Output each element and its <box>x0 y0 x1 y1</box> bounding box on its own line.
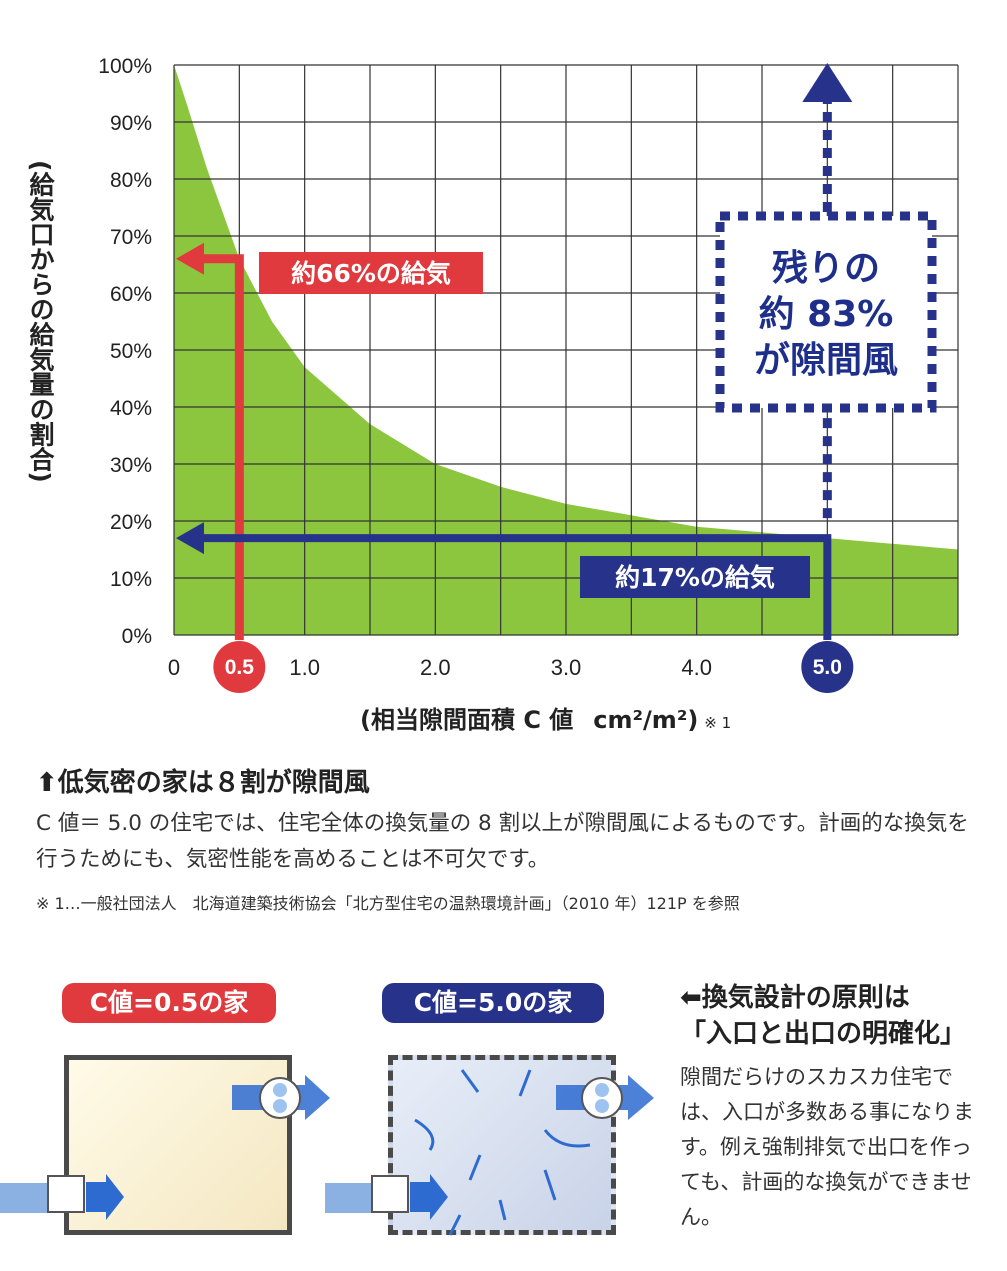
y-tick-label: 70% <box>110 226 152 249</box>
fan-blade-icon <box>273 1099 287 1113</box>
leak-arrow <box>460 1069 480 1093</box>
x-tick-label: 5.0 <box>813 656 842 679</box>
fan-blade-icon <box>273 1083 287 1097</box>
fan-blade-icon <box>595 1083 609 1097</box>
leak-arrow <box>498 1199 507 1221</box>
remaining-text-line: 約 83% <box>759 294 894 335</box>
x-tick-label: 0 <box>168 655 180 680</box>
x-axis-note: ※ 1 <box>704 714 732 732</box>
chart: 0% 10% 20% 30% 40% 50% 60% 70% 80% 90% 100% 0 0.5 1.0… <box>98 55 959 693</box>
up-arrow-icon <box>802 63 853 102</box>
y-tick-label: 0% <box>122 625 152 648</box>
x-axis-unit: cm²/m²) <box>593 706 699 734</box>
leak-arrow <box>468 1154 482 1181</box>
intake-arrow-b <box>410 1174 448 1220</box>
x-tick-label: 0.5 <box>225 656 255 679</box>
section-heading: ⬆低気密の家は８割が隙間風 <box>36 768 370 798</box>
y-tick-label: 10% <box>110 568 152 591</box>
x-tick-label: 4.0 <box>681 655 712 680</box>
principle-text: 隙間だらけのスカスカ住宅では、入口が多数ある事になります。例え強制排気で出口を作… <box>680 1065 974 1229</box>
section-body: C 値＝ 5.0 の住宅では、住宅全体の換気量の 8 割以上が隙間風によるもので… <box>36 811 969 872</box>
x-axis-label: (相当隙間面積 C 値 cm²/m²) ※ 1 <box>360 700 731 735</box>
intake-flow-a <box>0 1183 50 1213</box>
leak-arrow <box>448 1214 462 1236</box>
red-indicator-line <box>196 254 244 640</box>
fan-blade-icon <box>595 1099 609 1113</box>
intake-vent-b <box>371 1175 409 1213</box>
intake-arrow-a <box>86 1174 124 1220</box>
intake-vent-a <box>47 1175 85 1213</box>
y-tick-label: 90% <box>110 112 152 135</box>
y-tick-label: 60% <box>110 283 152 306</box>
y-tick-label: 80% <box>110 169 152 192</box>
leak-arrow <box>518 1069 532 1097</box>
y-tick-label: 20% <box>110 511 152 534</box>
intake-flow-b <box>325 1183 375 1213</box>
blue-indicator-line <box>196 534 832 640</box>
red-callout-text: 約66%の給気 <box>291 259 451 288</box>
remaining-text-line: が隙間風 <box>754 340 898 381</box>
y-tick-label: 50% <box>110 340 152 363</box>
principle-title-line-2: 「入口と出口の明確化」 <box>680 1019 967 1049</box>
footnote: ※ 1…一般社団法人 北海道建築技術協会「北方型住宅の温熱環境計画」（2010 … <box>36 894 740 913</box>
remaining-text-line: 残りの <box>772 248 880 289</box>
fan-icon-b <box>581 1077 623 1119</box>
leak-arrow <box>414 1118 435 1151</box>
house-arrows <box>0 1069 654 1236</box>
x-marker-blue <box>801 641 854 693</box>
blue-callout-text: 約17%の給気 <box>615 563 775 592</box>
red-arrow-icon <box>176 242 204 275</box>
x-tick-label: 1.0 <box>289 655 320 680</box>
principle-title-line-1: ⬅換気設計の原則は <box>680 983 910 1013</box>
leak-arrow <box>543 1169 557 1201</box>
leak-arrows <box>414 1069 591 1236</box>
x-tick-label: 3.0 <box>551 655 582 680</box>
x-marker-red <box>213 641 266 693</box>
red-callout-box <box>259 252 483 294</box>
house-a-badge: C値=0.5の家 <box>62 983 276 1023</box>
y-tick-label: 100% <box>98 55 152 78</box>
blue-callout-box <box>580 556 810 598</box>
blue-arrow-icon <box>176 522 204 555</box>
y-axis-label: (給気口からの給気量の割合) <box>26 160 55 483</box>
x-axis-label-main: (相当隙間面積 C 値 <box>360 706 574 734</box>
x-tick-label: 2.0 <box>420 655 451 680</box>
house-b-badge: C値=5.0の家 <box>382 983 604 1023</box>
y-tick-label: 30% <box>110 454 152 477</box>
leak-arrow <box>543 1129 591 1148</box>
remaining-box <box>715 211 937 413</box>
y-tick-label: 40% <box>110 397 152 420</box>
principle-title: ⬅換気設計の原則は 「入口と出口の明確化」 <box>680 980 966 1052</box>
fan-icon-a <box>259 1077 301 1119</box>
